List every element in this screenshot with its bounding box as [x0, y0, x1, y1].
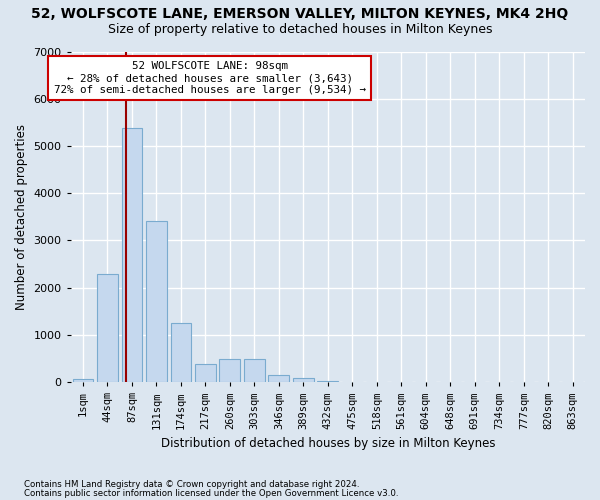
Bar — [293, 378, 314, 382]
Bar — [317, 380, 338, 382]
Bar — [73, 380, 94, 382]
Text: 52, WOLFSCOTE LANE, EMERSON VALLEY, MILTON KEYNES, MK4 2HQ: 52, WOLFSCOTE LANE, EMERSON VALLEY, MILT… — [31, 8, 569, 22]
Bar — [122, 128, 142, 382]
Text: 52 WOLFSCOTE LANE: 98sqm
← 28% of detached houses are smaller (3,643)
72% of sem: 52 WOLFSCOTE LANE: 98sqm ← 28% of detach… — [53, 62, 365, 94]
Bar — [97, 274, 118, 382]
Bar — [146, 220, 167, 382]
Bar — [268, 375, 289, 382]
Bar — [170, 322, 191, 382]
Text: Contains public sector information licensed under the Open Government Licence v3: Contains public sector information licen… — [24, 488, 398, 498]
X-axis label: Distribution of detached houses by size in Milton Keynes: Distribution of detached houses by size … — [161, 437, 495, 450]
Text: Contains HM Land Registry data © Crown copyright and database right 2024.: Contains HM Land Registry data © Crown c… — [24, 480, 359, 489]
Bar — [220, 360, 241, 382]
Text: Size of property relative to detached houses in Milton Keynes: Size of property relative to detached ho… — [108, 22, 492, 36]
Y-axis label: Number of detached properties: Number of detached properties — [15, 124, 28, 310]
Bar — [244, 360, 265, 382]
Bar — [195, 364, 216, 382]
